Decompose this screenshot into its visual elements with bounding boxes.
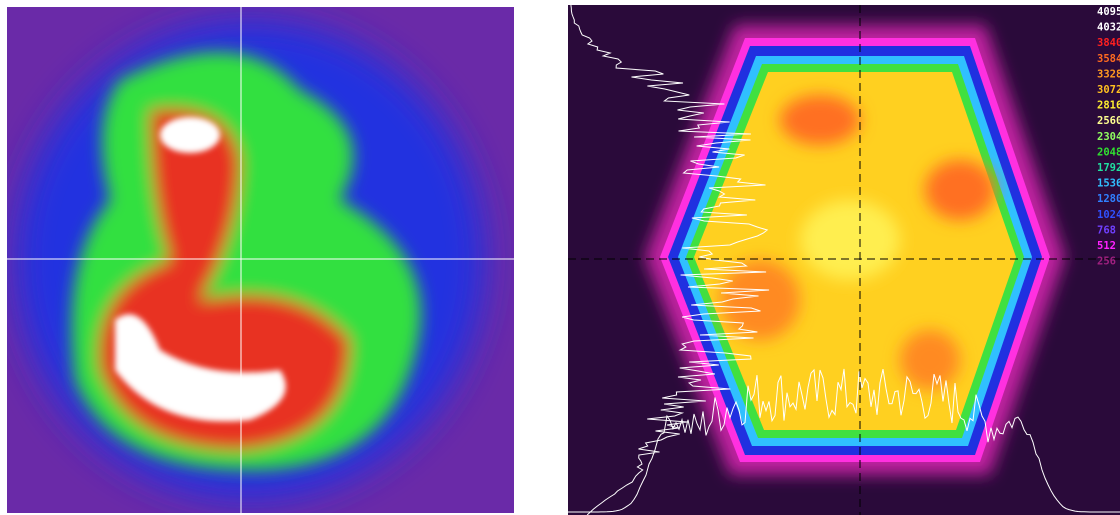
legend-label: 3840 — [1097, 37, 1120, 49]
legend-label: 2304 — [1097, 131, 1120, 143]
legend-label: 4032 — [1097, 22, 1120, 34]
legend-label: 3584 — [1097, 53, 1120, 65]
vertical-profile — [570, 5, 770, 515]
legend-label: 768 — [1097, 224, 1116, 236]
left-beam-image — [7, 7, 514, 513]
legend-label: 3072 — [1097, 84, 1120, 96]
color-scale-legend: 4095 4032 3840 3584 3328 3072 2816 2560 2304 2048… — [1097, 6, 1120, 268]
legend-label: 256 — [1097, 256, 1116, 268]
legend-label: 1536 — [1097, 178, 1120, 190]
legend-label: 1024 — [1097, 209, 1120, 221]
legend-label: 2560 — [1097, 115, 1120, 127]
legend-label: 2048 — [1097, 146, 1120, 158]
legend-label: 1280 — [1097, 193, 1120, 205]
right-beam-image — [568, 5, 1120, 515]
legend-label: 4095 — [1097, 6, 1120, 18]
legend-label: 3328 — [1097, 68, 1120, 80]
legend-label: 512 — [1097, 240, 1116, 252]
legend-label: 1792 — [1097, 162, 1120, 174]
legend-label: 2816 — [1097, 100, 1120, 112]
horizontal-profile — [568, 368, 1120, 513]
